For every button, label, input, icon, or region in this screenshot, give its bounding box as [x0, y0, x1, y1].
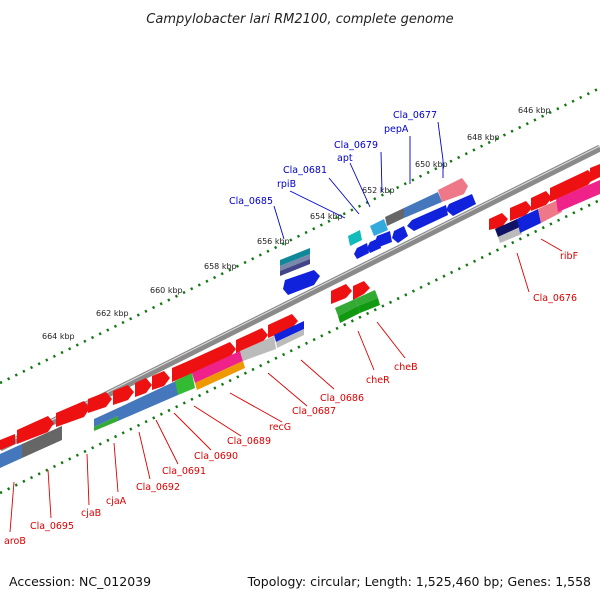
gene-label-cla-0681: Cla_0681: [283, 165, 327, 176]
gene-label-cjab: cjaB: [81, 508, 101, 519]
gene-feature: [280, 254, 310, 271]
gene-feature: [404, 192, 442, 218]
gene-label-recg: recG: [269, 422, 291, 433]
tick-label-664: 664 kbp: [42, 332, 75, 341]
tick-labels: 646 kbp 648 kbp 650 kbp 652 kbp 654 kbp …: [42, 106, 551, 341]
gene-label-cla-0679: Cla_0679: [334, 140, 378, 151]
gene-feature: [538, 199, 562, 223]
tick-label-660: 660 kbp: [150, 286, 183, 295]
tick-label-650: 650 kbp: [415, 160, 448, 169]
gene-feature: [22, 426, 62, 458]
gene-label-cheb: cheB: [394, 362, 418, 373]
gene-label-rpib: rpiB: [277, 179, 296, 190]
gene-label-cla-0677: Cla_0677: [393, 110, 437, 121]
gene-feature: [236, 328, 268, 354]
gene-feature: [283, 270, 320, 295]
gene-feature: [280, 259, 310, 276]
gene-feature: [510, 201, 532, 221]
gene-labels-bottom: ribF Cla_0676 cheB cheR Cla_0686 Cla_068…: [4, 251, 578, 547]
gene-label-cla-0690: Cla_0690: [194, 451, 238, 462]
gene-feature: [280, 248, 310, 266]
gene-feature: [385, 208, 404, 226]
gene-feature: [118, 380, 178, 421]
gene-label-cla-0687: Cla_0687: [292, 406, 336, 417]
gene-feature: [240, 336, 276, 361]
gene-labels-top: Cla_0677 pepA Cla_0679 apt Cla_0681 rpiB…: [229, 110, 437, 207]
bottom-label-leaders: [9, 238, 563, 533]
gene-feature: [276, 329, 304, 348]
gene-feature: [446, 194, 476, 216]
gene-feature: [0, 444, 22, 468]
gene-feature: [172, 362, 186, 382]
topology-text: Topology: circular; Length: 1,525,460 bp…: [247, 574, 591, 589]
gene-feature: [407, 205, 448, 231]
tick-label-658: 658 kbp: [204, 262, 237, 271]
gene-feature: [152, 371, 170, 390]
gene-label-cla-0692: Cla_0692: [136, 482, 180, 493]
gene-feature: [274, 321, 304, 342]
tick-label-662: 662 kbp: [96, 309, 129, 318]
tick-label-648: 648 kbp: [467, 133, 500, 142]
gene-feature: [195, 361, 245, 390]
forward-strand-genes: [0, 164, 600, 450]
gene-label-cjaa: cjaA: [106, 496, 127, 507]
gene-feature: [0, 434, 15, 450]
gene-label-apt: apt: [337, 153, 353, 164]
gene-feature: [94, 408, 118, 427]
gene-label-cher: cheR: [366, 375, 390, 386]
gene-feature: [438, 178, 468, 202]
gene-feature: [531, 191, 552, 211]
tick-ring-inner: [0, 198, 600, 495]
gene-feature: [56, 401, 90, 427]
gene-feature: [353, 281, 370, 300]
top-label-leaders: [273, 121, 444, 240]
gene-label-pepa: pepA: [384, 124, 409, 135]
tick-label-646: 646 kbp: [518, 106, 551, 115]
gene-feature: [135, 378, 152, 397]
gene-feature: [175, 373, 195, 395]
map-title: Campylobacter lari RM2100, complete geno…: [146, 12, 453, 27]
gene-feature: [550, 170, 594, 202]
gene-label-arob: aroB: [4, 536, 26, 547]
gene-feature: [370, 219, 388, 236]
gene-feature: [355, 290, 378, 306]
accession-text: Accession: NC_012039: [9, 574, 151, 589]
gene-feature: [392, 226, 408, 243]
gene-feature: [186, 342, 236, 376]
gene-feature: [358, 298, 380, 313]
gene-label-cla-0691: Cla_0691: [162, 466, 206, 477]
gene-feature: [517, 209, 541, 233]
gene-feature: [338, 306, 360, 323]
tick-label-656: 656 kbp: [257, 237, 290, 246]
gene-feature: [556, 180, 600, 212]
gene-feature: [375, 231, 392, 247]
gene-feature: [335, 299, 358, 316]
tick-label-654: 654 kbp: [310, 212, 343, 221]
gene-feature: [590, 164, 600, 182]
gene-label-cla-0686: Cla_0686: [320, 393, 364, 404]
gene-feature: [331, 284, 352, 304]
gene-feature: [113, 385, 134, 405]
gene-feature: [354, 243, 369, 259]
gene-feature: [498, 227, 522, 243]
gene-label-cla-0685: Cla_0685: [229, 196, 273, 207]
gene-feature: [94, 416, 118, 431]
gene-label-cla-0676: Cla_0676: [533, 293, 577, 304]
reverse-strand-genes: [0, 180, 600, 468]
gene-feature: [489, 213, 508, 230]
gene-label-cla-0689: Cla_0689: [227, 436, 271, 447]
gene-label-cla-0695: Cla_0695: [30, 521, 74, 532]
gene-feature: [17, 416, 54, 444]
gene-feature: [268, 314, 298, 338]
gene-feature: [348, 230, 362, 246]
tick-ring-outer: [0, 86, 600, 385]
gene-feature: [495, 219, 520, 237]
tick-label-652: 652 kbp: [362, 186, 395, 195]
gene-label-ribf: ribF: [560, 251, 578, 262]
gene-feature: [192, 351, 243, 383]
gene-feature: [88, 392, 112, 413]
